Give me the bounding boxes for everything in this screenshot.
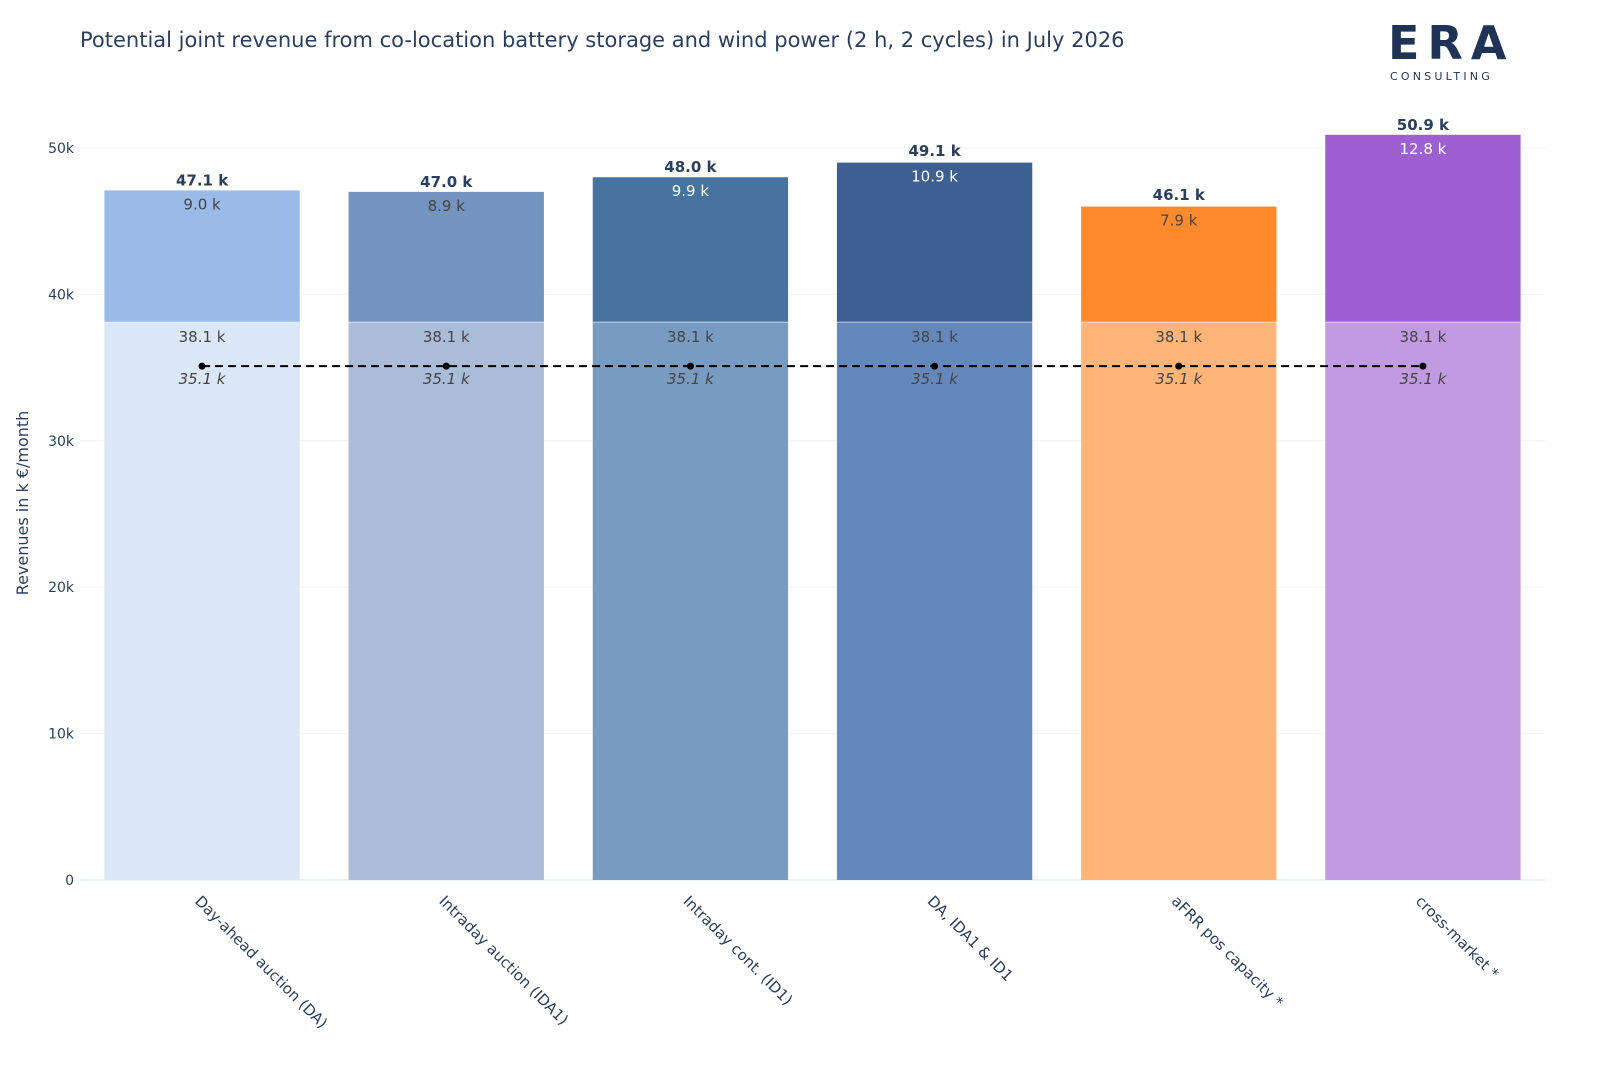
era-consulting-logo: ERA CONSULTING (1388, 20, 1518, 90)
total-label: 50.9 k (1397, 116, 1450, 134)
base-value-label: 38.1 k (179, 328, 226, 346)
total-label: 49.1 k (908, 142, 961, 160)
base-value-label: 38.1 k (911, 328, 958, 346)
reference-value-label: 35.1 k (911, 370, 959, 388)
bar-base (348, 322, 544, 880)
x-tick-label: aFRR pos capacity * (1168, 892, 1287, 1011)
reference-marker (1419, 362, 1427, 370)
total-label: 47.0 k (420, 173, 473, 191)
battery-value-label: 7.9 k (1160, 212, 1198, 230)
bar-battery (1325, 134, 1521, 323)
bar-battery (592, 177, 789, 323)
y-tick-label: 50k (48, 141, 75, 157)
reference-value-label: 35.1 k (1155, 370, 1203, 388)
logo-subtitle: CONSULTING (1390, 70, 1493, 83)
reference-value-label: 35.1 k (423, 370, 471, 388)
y-tick-label: 20k (48, 580, 75, 596)
x-tick-label: Intraday auction (IDA1) (435, 892, 572, 1029)
battery-value-label: 10.9 k (911, 168, 958, 186)
total-label: 46.1 k (1153, 186, 1206, 204)
reference-marker (442, 362, 450, 370)
reference-marker (1175, 362, 1183, 370)
x-tick-label: cross-market * (1412, 892, 1503, 983)
y-axis-label: Revenues in k €/month (13, 411, 32, 596)
bar-base (1325, 322, 1521, 880)
bar-base (836, 322, 1033, 880)
y-tick-label: 10k (48, 727, 75, 743)
battery-value-label: 12.8 k (1399, 140, 1446, 158)
reference-marker (686, 362, 694, 370)
battery-value-label: 9.0 k (183, 195, 221, 213)
base-value-label: 38.1 k (667, 328, 714, 346)
x-tick-label: Day-ahead auction (DA) (191, 892, 331, 1032)
bar-battery (836, 162, 1033, 323)
total-label: 48.0 k (664, 158, 717, 176)
reference-value-label: 35.1 k (1399, 370, 1447, 388)
bar-base (1081, 322, 1277, 880)
bar-battery (104, 190, 300, 323)
logo-wordmark: ERA (1388, 16, 1515, 70)
reference-value-label: 35.1 k (667, 370, 715, 388)
reference-marker (198, 362, 206, 370)
x-tick-label: DA, IDA1 & ID1 (924, 892, 1017, 985)
total-label: 47.1 k (176, 171, 229, 189)
battery-value-label: 9.9 k (672, 182, 710, 200)
y-tick-label: 40k (48, 287, 75, 303)
reference-marker (931, 362, 939, 370)
base-value-label: 38.1 k (423, 328, 470, 346)
y-tick-label: 0 (65, 873, 74, 889)
bar-battery (348, 191, 544, 323)
bar-base (104, 322, 300, 880)
base-value-label: 38.1 k (1155, 328, 1202, 346)
reference-value-label: 35.1 k (179, 370, 227, 388)
chart-title: Potential joint revenue from co-location… (80, 28, 1125, 52)
bar-base (592, 322, 789, 880)
bar-battery (1081, 206, 1277, 323)
base-value-label: 38.1 k (1399, 328, 1446, 346)
y-tick-label: 30k (48, 434, 75, 450)
battery-value-label: 8.9 k (428, 197, 466, 215)
x-tick-label: Intraday cont. (ID1) (680, 892, 797, 1009)
